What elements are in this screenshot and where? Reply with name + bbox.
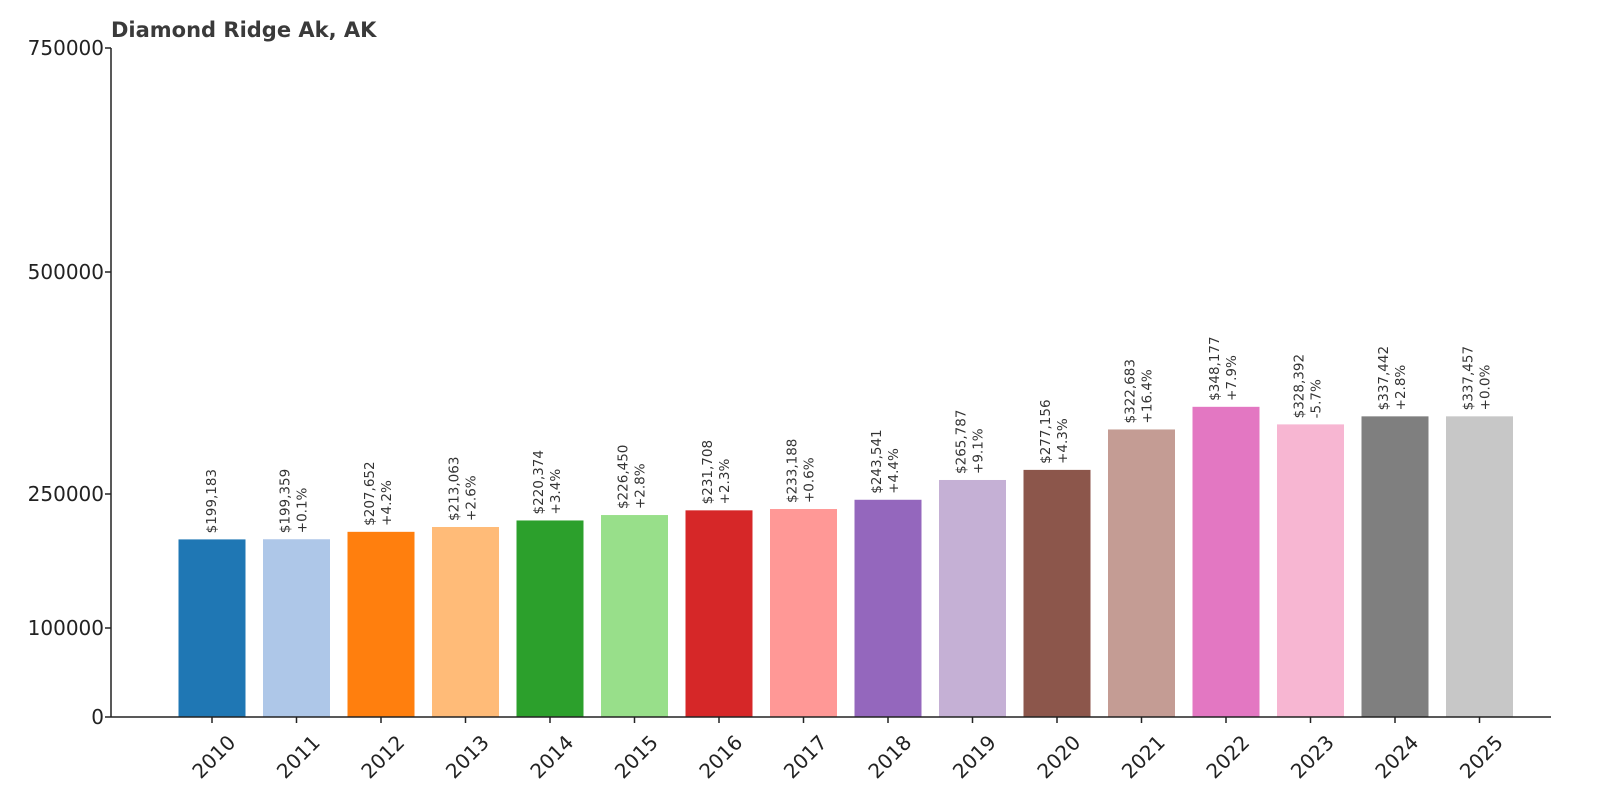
bar-2010 xyxy=(178,539,246,717)
change-label-2025: +0.0% xyxy=(1478,365,1494,411)
change-label-2024: +2.8% xyxy=(1393,365,1409,411)
change-label-2012: +4.2% xyxy=(379,480,395,526)
x-tick-label-2021: 2021 xyxy=(1117,730,1170,783)
y-tick-label: 100000 xyxy=(28,616,104,640)
bar-2015 xyxy=(601,515,668,717)
x-tick-label-2011: 2011 xyxy=(272,730,325,783)
bar-2012 xyxy=(347,531,415,717)
value-label-2012: $207,652 xyxy=(362,461,378,525)
value-label-2010: $199,183 xyxy=(204,469,220,533)
bars-group xyxy=(178,406,1513,717)
change-label-2015: +2.8% xyxy=(633,463,649,509)
y-tick-label: 750000 xyxy=(28,36,104,60)
x-tick-label-2014: 2014 xyxy=(525,730,578,783)
x-tick-label-2023: 2023 xyxy=(1286,730,1339,783)
change-label-2023: -5.7% xyxy=(1309,379,1325,418)
y-axis: 0 100000 250000 500000 750000 xyxy=(28,36,112,729)
chart-title: Diamond Ridge Ak, AK xyxy=(111,18,377,42)
bar-2021 xyxy=(1108,429,1175,717)
y-tick-label: 500000 xyxy=(28,260,104,284)
change-label-2021: +16.4% xyxy=(1140,369,1156,423)
x-tick-label-2013: 2013 xyxy=(441,730,494,783)
value-label-2016: $231,708 xyxy=(700,440,716,504)
x-tick-label-2018: 2018 xyxy=(863,730,916,783)
value-label-2015: $226,450 xyxy=(616,445,632,509)
bar-2020 xyxy=(1023,469,1091,717)
x-tick-label-2015: 2015 xyxy=(610,730,663,783)
value-label-2024: $337,442 xyxy=(1376,346,1392,410)
change-label-2020: +4.3% xyxy=(1055,418,1071,464)
x-tick-label-2025: 2025 xyxy=(1455,730,1508,783)
value-label-2014: $220,374 xyxy=(531,450,547,514)
x-tick-label-2019: 2019 xyxy=(948,730,1001,783)
x-tick-label-2022: 2022 xyxy=(1201,730,1254,783)
x-axis: 2010 2011 2012 2013 2014 2015 2016 2017 2018 2019… xyxy=(111,716,1551,783)
y-tick-label: 250000 xyxy=(28,482,104,506)
change-label-2016: +2.3% xyxy=(717,459,733,505)
labels-group: $199,183 $199,359 +0.1% $207,652 +4.2% $213,0… xyxy=(204,336,1494,533)
x-tick-label-2024: 2024 xyxy=(1370,730,1423,783)
value-label-2019: $265,787 xyxy=(954,410,970,474)
change-label-2017: +0.6% xyxy=(802,457,818,503)
x-tick-label-2020: 2020 xyxy=(1032,730,1085,783)
value-label-2011: $199,359 xyxy=(278,469,294,533)
bar-2019 xyxy=(939,479,1006,717)
bar-2014 xyxy=(516,520,584,717)
value-label-2013: $213,063 xyxy=(447,457,463,521)
value-label-2025: $337,457 xyxy=(1461,346,1477,410)
change-label-2022: +7.9% xyxy=(1224,355,1240,401)
change-label-2018: +4.4% xyxy=(886,448,902,494)
x-tick-label-2017: 2017 xyxy=(779,730,832,783)
x-tick-label-2012: 2012 xyxy=(356,730,409,783)
bar-2024 xyxy=(1361,416,1429,717)
bar-2013 xyxy=(432,526,499,717)
bar-2011 xyxy=(263,539,330,717)
change-label-2011: +0.1% xyxy=(295,487,311,533)
bar-2023 xyxy=(1277,424,1344,717)
bar-2025 xyxy=(1446,416,1513,717)
x-tick-label-2016: 2016 xyxy=(694,730,747,783)
change-label-2014: +3.4% xyxy=(548,469,564,515)
x-tick-label-2010: 2010 xyxy=(187,730,240,783)
value-label-2018: $243,541 xyxy=(869,429,885,493)
change-label-2013: +2.6% xyxy=(464,475,480,521)
bar-2022 xyxy=(1192,406,1260,717)
value-label-2022: $348,177 xyxy=(1207,336,1223,400)
bar-2017 xyxy=(770,509,837,717)
value-label-2021: $322,683 xyxy=(1123,359,1139,423)
value-label-2023: $328,392 xyxy=(1292,354,1308,418)
y-tick-label: 0 xyxy=(91,705,104,729)
change-label-2019: +9.1% xyxy=(971,428,987,474)
value-label-2020: $277,156 xyxy=(1038,399,1054,463)
bar-2016 xyxy=(685,510,753,717)
value-label-2017: $233,188 xyxy=(785,439,801,503)
bar-2018 xyxy=(854,499,922,717)
